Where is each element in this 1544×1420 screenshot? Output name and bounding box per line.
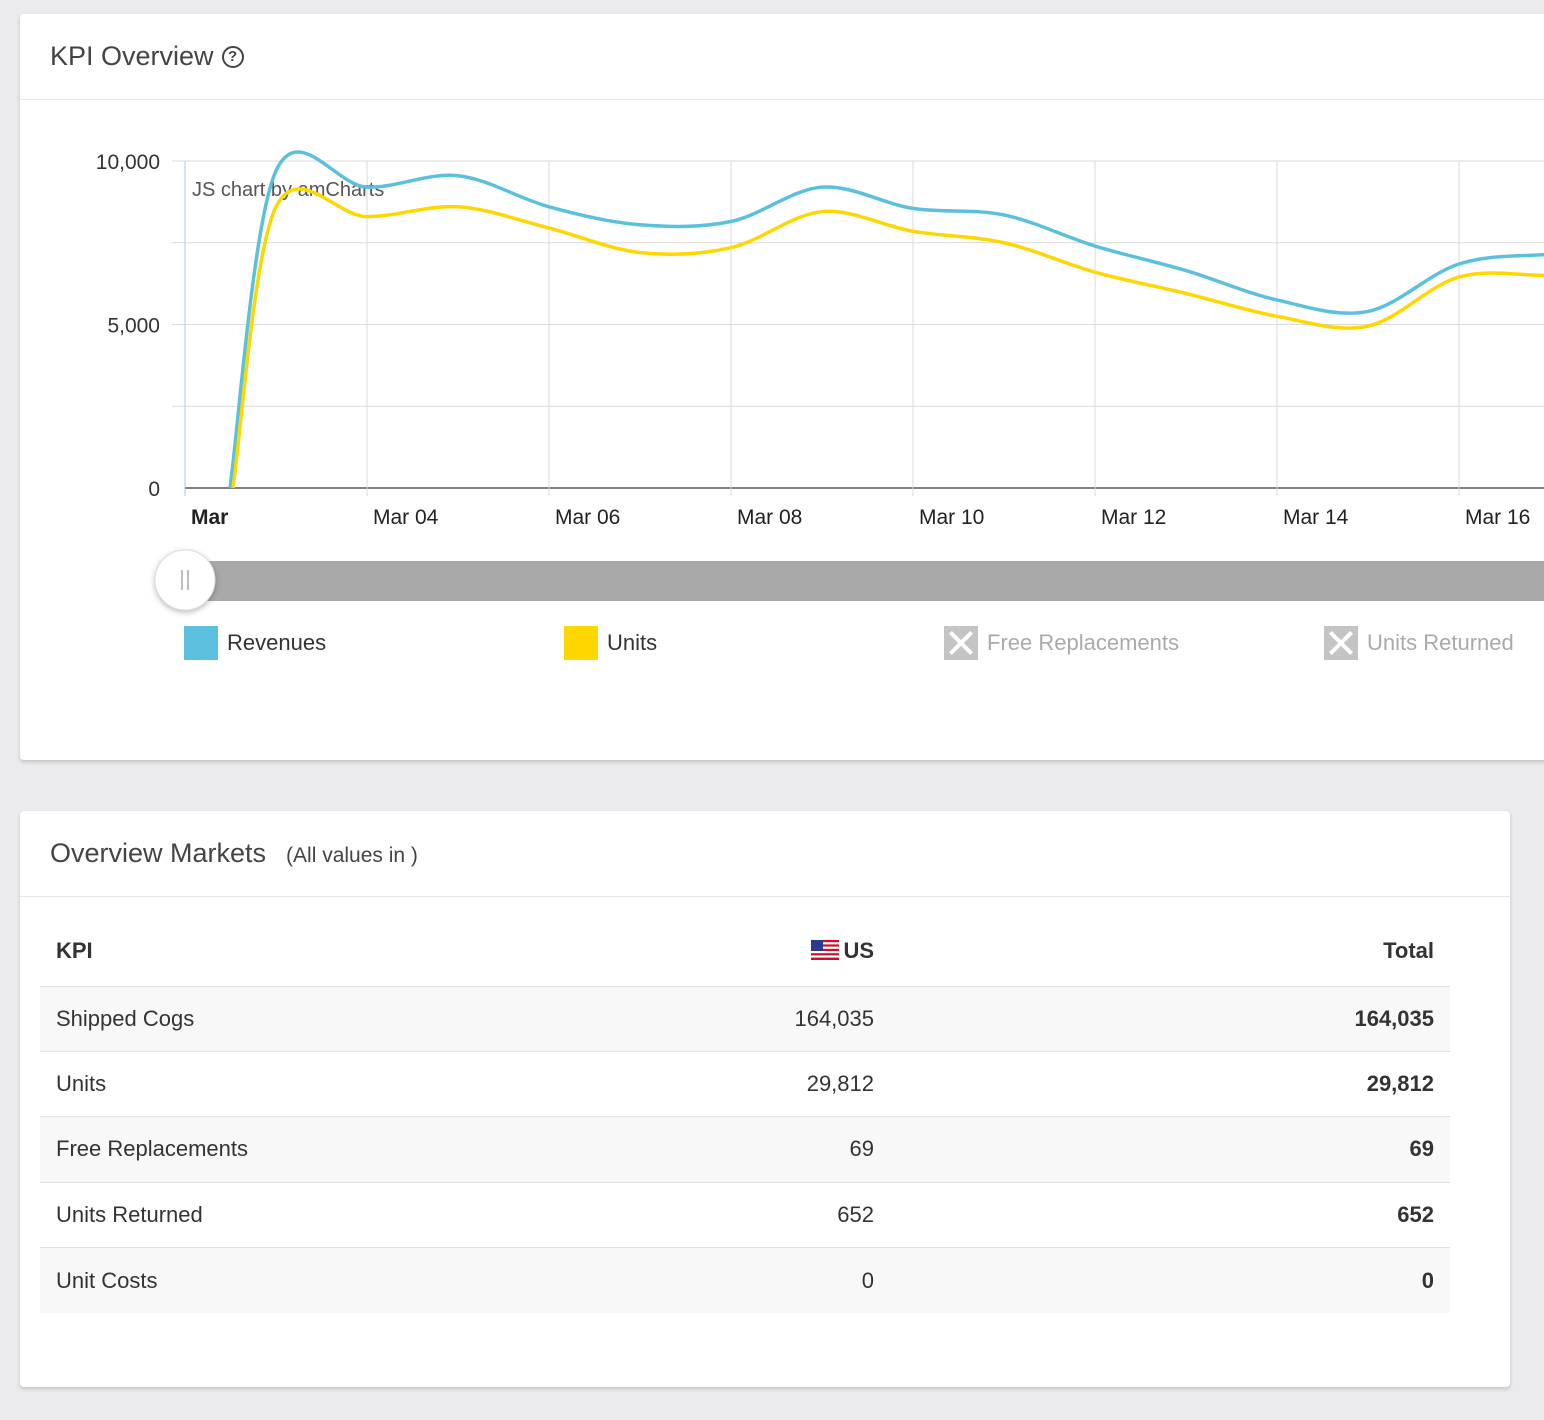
cell-kpi: Units xyxy=(40,1050,560,1117)
cell-us: 29,812 xyxy=(560,1050,890,1117)
y-tick-label: 10,000 xyxy=(96,151,160,174)
chart-grid xyxy=(172,160,1544,496)
x-tick-label: Mar 12 xyxy=(1101,506,1166,529)
column-header-kpi[interactable]: KPI xyxy=(56,937,93,963)
cell-total: 69 xyxy=(890,1116,1450,1183)
cell-us: 164,035 xyxy=(560,985,890,1052)
kpi-overview-header: KPI Overview ? xyxy=(20,14,1544,100)
overview-markets-header: Overview Markets (All values in ) xyxy=(20,811,1510,897)
kpi-overview-card: KPI Overview ? xyxy=(20,14,1544,760)
series-line-revenues xyxy=(228,150,1544,489)
cell-us: 652 xyxy=(560,1181,890,1248)
chart-series xyxy=(228,150,1544,489)
y-tick-label: 0 xyxy=(148,478,160,501)
cell-kpi: Units Returned xyxy=(40,1181,560,1248)
y-tick-label: 5,000 xyxy=(107,315,160,338)
x-tick-label: Mar 14 xyxy=(1283,506,1349,529)
table-row: Units Returned 652 652 xyxy=(40,1181,1450,1248)
revenues-swatch-icon xyxy=(184,626,218,660)
cell-kpi: Shipped Cogs xyxy=(40,985,560,1052)
x-tick-label: Mar 04 xyxy=(373,506,439,529)
table-row: Units 29,812 29,812 xyxy=(40,1050,1450,1117)
cell-total: 652 xyxy=(890,1181,1450,1248)
disabled-x-icon xyxy=(944,626,978,660)
legend-item-free-replacements[interactable]: Free Replacements xyxy=(944,626,1179,660)
legend-item-units[interactable]: Units xyxy=(564,626,657,660)
legend-label-units-returned: Units Returned xyxy=(1367,630,1514,655)
legend-label-revenues: Revenues xyxy=(227,630,327,655)
x-tick-label: Mar 10 xyxy=(919,506,984,529)
units-swatch-icon xyxy=(564,626,598,660)
cell-total: 29,812 xyxy=(890,1050,1450,1117)
scrollbar-grip-handle[interactable] xyxy=(154,549,216,611)
cell-total: 164,035 xyxy=(890,985,1450,1052)
disabled-x-icon xyxy=(1324,626,1358,660)
legend-label-free-replacements: Free Replacements xyxy=(987,630,1179,655)
us-flag-icon xyxy=(811,939,840,960)
legend-item-units-returned[interactable]: Units Returned xyxy=(1324,626,1514,660)
x-tick-label: Mar 06 xyxy=(555,506,620,529)
x-tick-label: Mar 16 xyxy=(1465,506,1530,529)
table-row: Unit Costs 0 0 xyxy=(40,1247,1450,1313)
cell-total: 0 xyxy=(890,1247,1450,1313)
cell-us: 69 xyxy=(560,1116,890,1183)
series-line-units xyxy=(231,187,1544,489)
overview-markets-subtitle: (All values in ) xyxy=(286,843,418,867)
column-header-us-label: US xyxy=(843,937,874,963)
cell-kpi: Free Replacements xyxy=(40,1116,560,1183)
kpi-overview-title: KPI Overview xyxy=(50,41,214,71)
table-header-row: KPI US Total xyxy=(40,916,1450,986)
table-row: Shipped Cogs 164,035 164,035 xyxy=(40,985,1450,1052)
legend-label-units: Units xyxy=(607,630,658,655)
cell-us: 0 xyxy=(560,1247,890,1313)
x-tick-label: Mar xyxy=(191,506,228,529)
overview-markets-title: Overview Markets xyxy=(50,838,267,868)
question-circle-icon[interactable]: ? xyxy=(221,45,244,68)
chart-axis-labels: 0 5,000 10,000 Mar Mar 04 Mar 06 Mar 08 Mar 10 M… xyxy=(96,151,1531,529)
chart-scrollbar[interactable] xyxy=(185,561,1544,601)
x-tick-label: Mar 08 xyxy=(737,506,802,529)
markets-table: KPI US Total Shipped Cogs 164,035 164,035 U… xyxy=(40,916,1450,1313)
legend-item-revenues[interactable]: Revenues xyxy=(184,626,326,660)
column-header-us[interactable]: US xyxy=(560,916,890,986)
column-header-total[interactable]: Total xyxy=(1383,937,1434,963)
table-row: Free Replacements 69 69 xyxy=(40,1116,1450,1183)
cell-kpi: Unit Costs xyxy=(40,1247,560,1313)
